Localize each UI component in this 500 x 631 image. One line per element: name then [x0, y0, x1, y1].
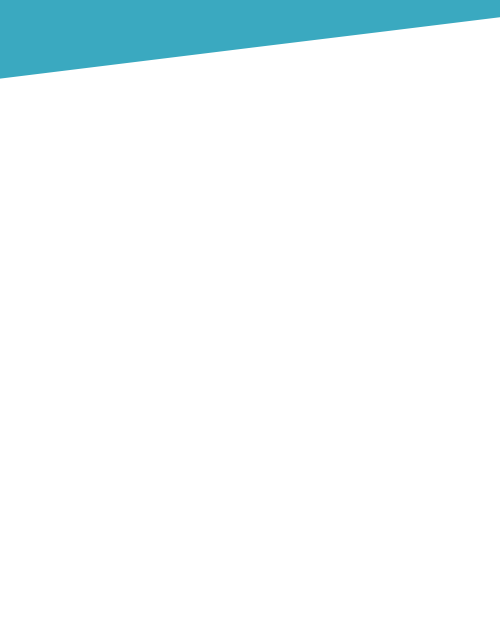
pie-charts-row: [38, 284, 462, 450]
page-content: [0, 100, 500, 450]
chart2-bars: [38, 192, 462, 256]
pie1-chart: [64, 294, 214, 444]
chart-driftsudgifter: [38, 104, 462, 172]
pie1: [38, 284, 240, 450]
chart-investeringer: [38, 192, 462, 260]
page-banner: [0, 0, 500, 79]
pie2: [260, 284, 462, 450]
chart1-bars: [38, 104, 462, 168]
pie2-chart: [286, 294, 436, 444]
